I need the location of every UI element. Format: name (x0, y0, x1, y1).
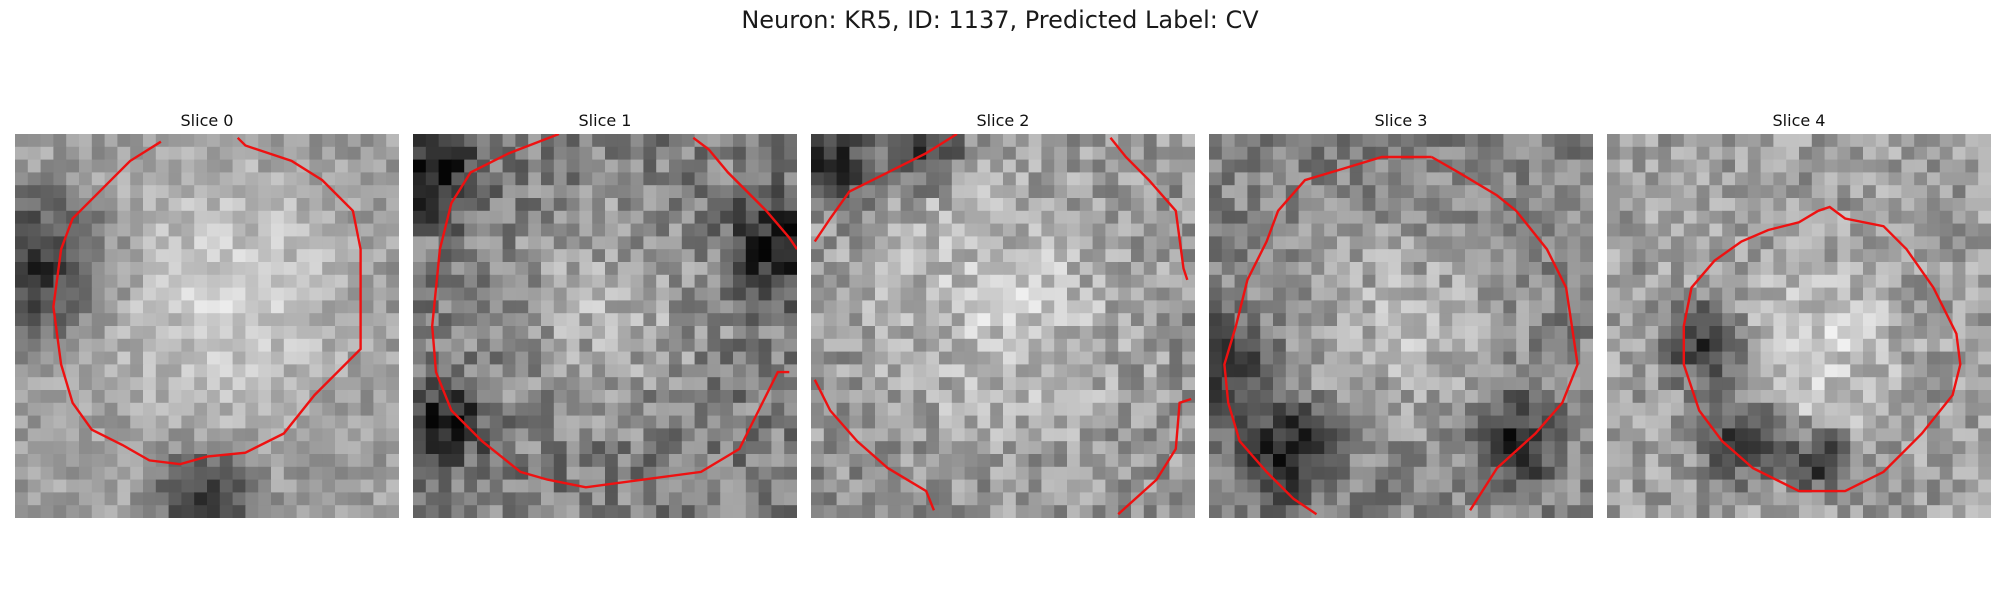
contour-line-2 (813, 379, 936, 511)
pixel-grid (1209, 134, 1593, 518)
pixel-grid (413, 134, 797, 518)
contour-line-0 (52, 136, 362, 466)
figure-title: Neuron: KR5, ID: 1137, Predicted Label: … (741, 6, 1259, 34)
contour-line-0 (430, 134, 790, 489)
slice-image-4 (1607, 134, 1991, 518)
pixel-grid (15, 134, 399, 518)
contour-line-0 (1223, 155, 1432, 516)
slice-image-1 (413, 134, 797, 518)
slice-panel-2: Slice 2 (811, 108, 1195, 518)
contour-line-1 (1109, 137, 1189, 281)
slice-title-3: Slice 3 (1374, 111, 1428, 130)
slice-image-0 (15, 134, 399, 518)
contour-line-0 (1682, 205, 1962, 493)
contour-line-3 (1117, 397, 1192, 516)
slice-panel-1: Slice 1 (413, 108, 797, 518)
contour-line-1 (692, 136, 797, 250)
slice-title-2: Slice 2 (976, 111, 1030, 130)
slice-panel-4: Slice 4 (1607, 108, 1991, 518)
pixel-grid (811, 134, 1195, 518)
slice-title-4: Slice 4 (1772, 111, 1826, 130)
slice-image-3 (1209, 134, 1593, 518)
contour-line-1 (1431, 155, 1579, 511)
slice-title-1: Slice 1 (578, 111, 632, 130)
contour-line-0 (813, 134, 958, 243)
slice-title-0: Slice 0 (180, 111, 234, 130)
slice-panel-3: Slice 3 (1209, 108, 1593, 518)
slice-image-2 (811, 134, 1195, 518)
slice-panel-0: Slice 0 (15, 108, 399, 518)
pixel-grid (1607, 134, 1991, 518)
